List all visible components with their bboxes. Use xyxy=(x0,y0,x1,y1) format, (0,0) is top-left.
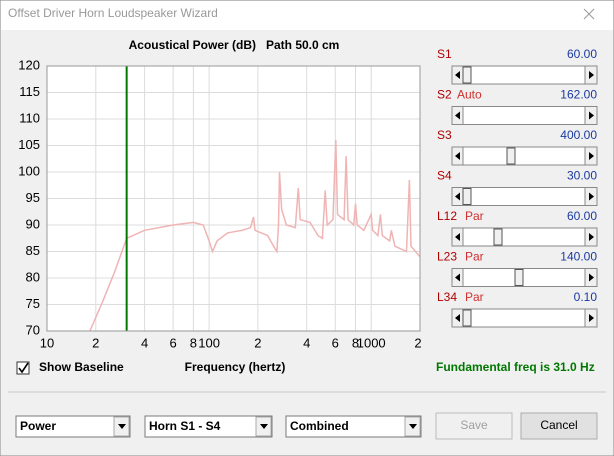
slider-track[interactable] xyxy=(451,308,598,328)
dropdown[interactable] xyxy=(15,415,131,438)
y-tick-label: 95 xyxy=(26,190,40,205)
dropdown[interactable] xyxy=(285,415,422,438)
slider-thumb[interactable] xyxy=(462,66,472,84)
arrow-icon xyxy=(455,233,460,241)
arrow-icon xyxy=(589,314,594,322)
slider-value: 400.00 xyxy=(560,128,597,142)
x-tick-label: 4 xyxy=(303,335,310,350)
x-tick-label: 4 xyxy=(141,335,148,350)
slider-mode: Par xyxy=(465,250,484,264)
response-curve xyxy=(89,140,421,332)
slider-label: S3 xyxy=(437,128,452,142)
y-tick-label: 70 xyxy=(26,322,40,337)
y-tick-label: 110 xyxy=(19,110,40,125)
save-button-label[interactable]: Save xyxy=(460,418,488,432)
arrow-icon xyxy=(589,233,594,241)
slider-label: L23 xyxy=(437,250,457,264)
arrow-icon xyxy=(260,424,268,429)
slider-value: 30.00 xyxy=(567,169,597,183)
slider-value: 60.00 xyxy=(567,209,597,223)
x-tick-label: 1000 xyxy=(357,335,386,350)
arrow-icon xyxy=(455,273,460,282)
slider-mode: Par xyxy=(465,290,484,304)
slider-label: S2 xyxy=(437,88,452,102)
slider-thumb[interactable] xyxy=(462,309,472,327)
slider-track[interactable] xyxy=(451,65,598,85)
arrow-icon xyxy=(589,192,594,201)
slider-track[interactable] xyxy=(451,187,598,206)
cancel-button-label[interactable]: Cancel xyxy=(540,418,577,432)
x-tick-label: 8 xyxy=(190,335,197,350)
title-bar xyxy=(1,1,613,30)
y-tick-label: 80 xyxy=(26,269,40,284)
slider-track[interactable] xyxy=(451,106,598,125)
dropdown[interactable] xyxy=(144,415,273,438)
arrow-icon xyxy=(589,71,594,79)
plot-border xyxy=(46,65,421,332)
arrow-icon xyxy=(589,273,594,282)
arrow-icon xyxy=(455,111,460,120)
x-tick-label: 6 xyxy=(332,335,339,350)
y-tick-label: 100 xyxy=(18,163,40,178)
slider-track[interactable] xyxy=(451,268,598,287)
arrow-icon xyxy=(589,152,594,160)
arrow-icon xyxy=(118,424,126,429)
save-button[interactable] xyxy=(435,412,513,440)
arrow-icon xyxy=(455,152,460,160)
y-tick-label: 75 xyxy=(26,296,40,311)
x-tick-label: 8 xyxy=(352,335,359,350)
x-tick-label: 6 xyxy=(170,335,177,350)
slider-value: 162.00 xyxy=(560,88,597,102)
x-tick-label: 2 xyxy=(414,335,421,350)
slider-value: 140.00 xyxy=(560,250,597,264)
close-button[interactable] xyxy=(583,8,595,20)
y-tick-label: 85 xyxy=(26,243,40,258)
x-axis-label: Frequency (hertz) xyxy=(185,360,286,374)
slider-thumb[interactable] xyxy=(462,188,472,205)
slider-value: 0.10 xyxy=(574,290,598,304)
arrow-icon xyxy=(455,71,460,79)
arrow-icon xyxy=(409,424,417,429)
slider-thumb[interactable] xyxy=(514,269,524,286)
slider-value: 60.00 xyxy=(567,47,597,61)
slider-track[interactable] xyxy=(451,146,598,166)
slider-mode: Par xyxy=(465,209,484,223)
dropdown-value[interactable]: Horn S1 - S4 xyxy=(149,419,221,433)
y-tick-label: 120 xyxy=(18,57,40,72)
checkbox-label[interactable]: Show Baseline xyxy=(39,360,124,374)
dropdown-value[interactable]: Power xyxy=(20,419,56,433)
slider-label: S1 xyxy=(437,47,452,61)
slider-thumb[interactable] xyxy=(493,228,503,246)
arrow-icon xyxy=(455,314,460,322)
x-tick-label: 2 xyxy=(92,335,99,350)
checkmark xyxy=(18,362,29,374)
arrow-icon xyxy=(589,111,594,120)
dropdown-value[interactable]: Combined xyxy=(290,419,349,433)
slider-mode: Auto xyxy=(457,88,482,102)
cancel-button[interactable] xyxy=(520,412,598,440)
slider-thumb[interactable] xyxy=(506,147,516,165)
x-tick-label: 2 xyxy=(254,335,261,350)
slider-label: L34 xyxy=(437,290,457,304)
slider-label: S4 xyxy=(437,169,452,183)
slider-label: L12 xyxy=(437,209,457,223)
status-text: Fundamental freq is 31.0 Hz xyxy=(436,360,595,374)
y-tick-label: 90 xyxy=(26,216,40,231)
x-tick-label: 10 xyxy=(40,335,54,350)
chart-title: Acoustical Power (dB) Path 50.0 cm xyxy=(129,38,340,52)
window-title: Offset Driver Horn Loudspeaker Wizard xyxy=(8,6,218,20)
slider-track[interactable] xyxy=(451,227,598,247)
y-tick-label: 105 xyxy=(18,137,40,152)
x-tick-label: 100 xyxy=(198,335,220,350)
y-tick-label: 115 xyxy=(19,84,40,99)
arrow-icon xyxy=(455,192,460,201)
